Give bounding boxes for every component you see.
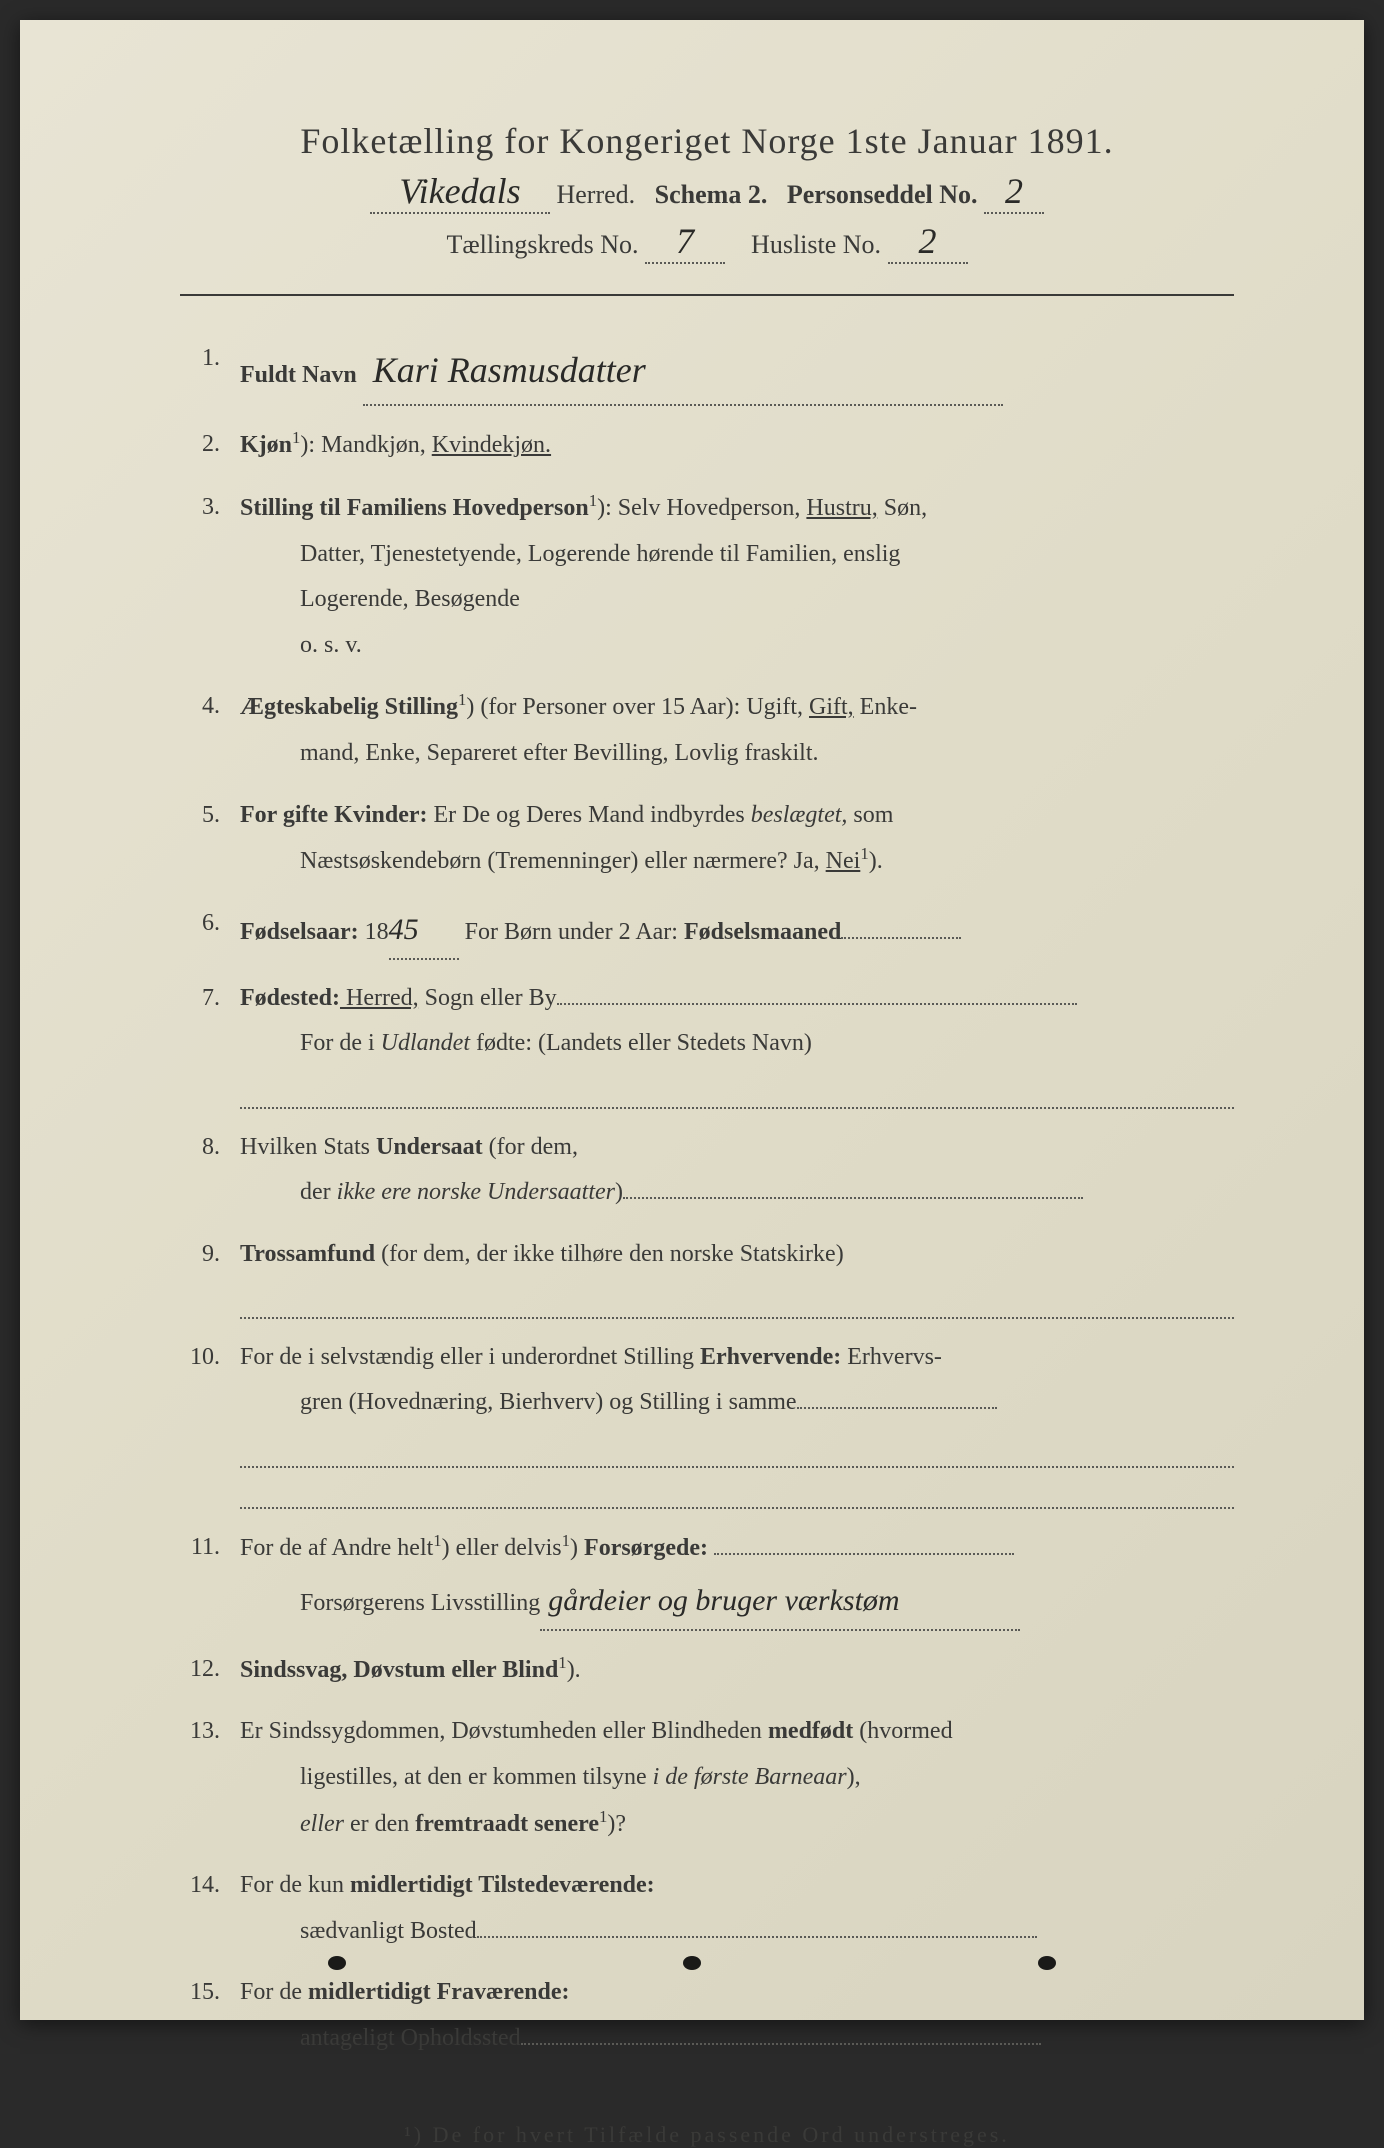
item-4: 4. Ægteskabelig Stilling1) (for Personer… [180,684,1234,776]
subheader-line-1: Vikedals Herred. Schema 2. Personseddel … [180,170,1234,214]
item-6: 6. Fødselsaar: 1845 For Børn under 2 Aar… [180,901,1234,960]
item-num-7: 7. [180,976,240,1067]
hole-icon [683,1956,701,1970]
husliste-label: Husliste No. [751,230,881,259]
subheader-line-2: Tællingskreds No. 7 Husliste No. 2 [180,220,1234,264]
q10-label: Erhvervende: [700,1344,841,1370]
item-11: 11. For de af Andre helt1) eller delvis1… [180,1525,1234,1631]
item-10: 10. For de i selvstændig eller i underor… [180,1335,1234,1426]
q12-label: Sindssvag, Døvstum eller Blind [240,1657,558,1683]
q1-label: Fuldt Navn [240,362,357,388]
q5-label: For gifte Kvinder: [240,802,428,828]
kreds-no: 7 [676,220,694,262]
binding-holes [20,1956,1364,1970]
item-5: 5. For gifte Kvinder: Er De og Deres Man… [180,793,1234,885]
q3-label: Stilling til Familiens Hovedperson [240,495,589,521]
personseddel-label: Personseddel No. [787,180,978,209]
q7-label: Fødested: [240,985,340,1011]
q2-label: Kjøn [240,432,292,458]
q14-label: midlertidigt Tilstedeværende: [350,1872,655,1898]
q13-label: medfødt [768,1718,853,1744]
form-title: Folketælling for Kongeriget Norge 1ste J… [180,120,1234,162]
q8-label: Undersaat [376,1134,483,1160]
item-12: 12. Sindssvag, Døvstum eller Blind1). [180,1647,1234,1694]
item-num-13: 13. [180,1709,240,1847]
item-num-12: 12. [180,1647,240,1694]
q9-label: Trossamfund [240,1241,375,1267]
item-num-6: 6. [180,901,240,960]
item-num-8: 8. [180,1125,240,1216]
q15-label: midlertidigt Fraværende: [308,1979,570,2005]
item-9-dotted [240,1293,1234,1319]
census-form-page: Folketælling for Kongeriget Norge 1ste J… [20,20,1364,2020]
item-num-5: 5. [180,793,240,885]
item-num-10: 10. [180,1335,240,1426]
item-num-9: 9. [180,1232,240,1278]
herred-handwritten: Vikedals [399,170,520,212]
item-2: 2. Kjøn1): Mandkjøn, Kvindekjøn. [180,422,1234,469]
q6-hand: 45 [389,913,419,946]
q4-label: Ægteskabelig Stilling [240,694,458,720]
item-7: 7. Fødested: Herred, Sogn eller By For d… [180,976,1234,1067]
form-header: Folketælling for Kongeriget Norge 1ste J… [180,120,1234,162]
husliste-no: 2 [919,220,937,262]
item-8: 8. Hvilken Stats Undersaat (for dem, der… [180,1125,1234,1216]
item-num-1: 1. [180,336,240,406]
personseddel-no: 2 [1005,170,1023,212]
q6-label: Fødselsaar: [240,919,359,945]
kreds-label: Tællingskreds No. [446,230,638,259]
hole-icon [328,1956,346,1970]
q11-label: Forsørgede: [578,1535,708,1561]
item-3: 3. Stilling til Familiens Hovedperson1):… [180,485,1234,668]
item-num-3: 3. [180,485,240,668]
header-divider [180,294,1234,296]
q1-hand: Kari Rasmusdatter [373,336,646,404]
item-13: 13. Er Sindssygdommen, Døvstumheden elle… [180,1709,1234,1847]
item-9: 9. Trossamfund (for dem, der ikke tilhør… [180,1232,1234,1278]
item-10-dotted-1 [240,1442,1234,1468]
item-num-11: 11. [180,1525,240,1631]
item-10-dotted-2 [240,1484,1234,1510]
q2-underlined: Kvindekjøn. [432,432,551,458]
item-7-dotted [240,1083,1234,1109]
item-num-2: 2. [180,422,240,469]
footnote: ¹) De for hvert Tilfælde passende Ord un… [180,2122,1234,2148]
schema-label: Schema 2. [655,180,768,209]
hole-icon [1038,1956,1056,1970]
item-num-4: 4. [180,684,240,776]
q11-hand: gårdeier og bruger værkstøm [548,1584,899,1617]
herred-label: Herred. [556,180,635,209]
item-num-14: 14. [180,1863,240,1954]
item-14: 14. For de kun midlertidigt Tilstedevære… [180,1863,1234,1954]
item-1: 1. Fuldt Navn Kari Rasmusdatter [180,336,1234,406]
